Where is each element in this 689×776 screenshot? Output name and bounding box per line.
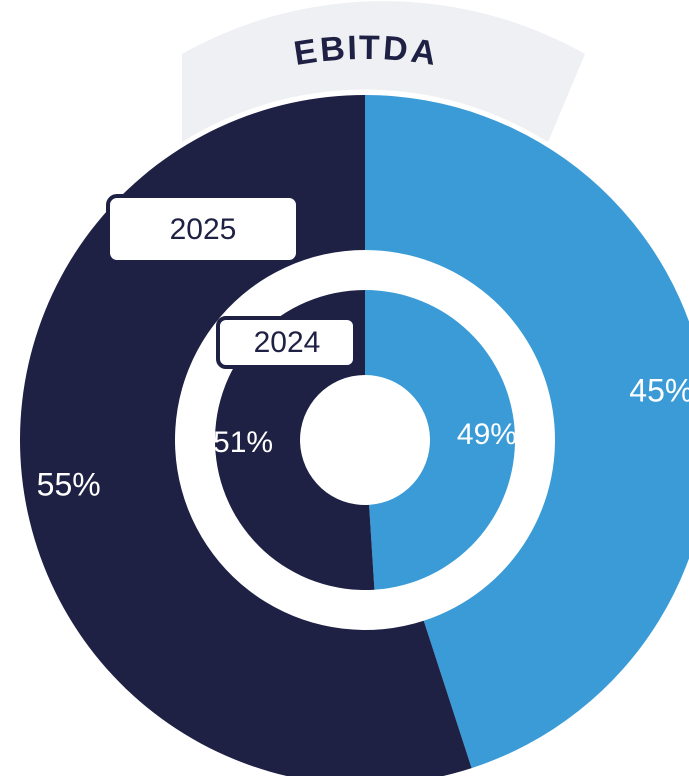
year-box [216, 316, 357, 369]
year-box [106, 194, 300, 264]
data-label: 49% [457, 418, 517, 451]
donut-slice [365, 95, 689, 769]
rings: 45% 55% 49% 51% [20, 95, 689, 776]
data-label: 45% [629, 373, 689, 409]
series-label: 2024 [254, 326, 321, 359]
data-label: 51% [213, 426, 273, 459]
data-label: 55% [37, 466, 101, 502]
series-label: 2025 [170, 213, 237, 246]
title-banner [182, 1, 585, 143]
donut-slice [20, 95, 472, 776]
chart-title: EBITDA [291, 29, 438, 73]
chart-title-text: EBITDA [291, 29, 438, 73]
donut-slice [365, 290, 515, 590]
chart-title-path: EBITDA [291, 29, 438, 73]
